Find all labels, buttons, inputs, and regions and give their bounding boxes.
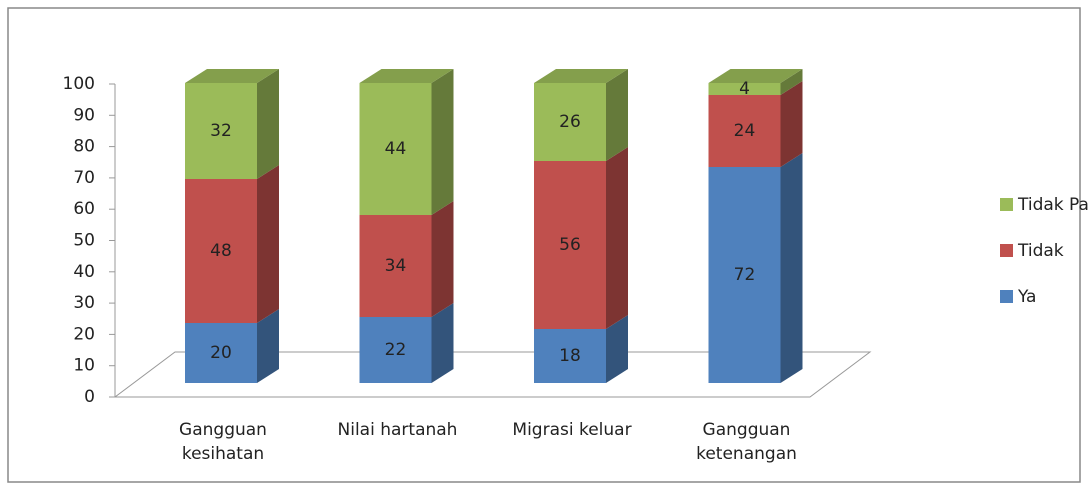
y-tick-label: 90 <box>73 105 95 125</box>
y-tick-label: 40 <box>73 262 95 282</box>
value-label: 72 <box>734 265 756 285</box>
y-tick-label: 60 <box>73 199 95 219</box>
legend-label: Tidak Pasti <box>1017 195 1089 215</box>
y-tick-label: 70 <box>73 168 95 188</box>
bar-side <box>606 315 628 383</box>
y-tick-label: 80 <box>73 137 95 157</box>
value-label: 32 <box>210 121 232 141</box>
bar-side <box>606 147 628 329</box>
value-label: 34 <box>385 256 407 276</box>
frame <box>7 7 1081 483</box>
bar-side <box>780 69 803 95</box>
bar <box>185 179 257 323</box>
value-label: 26 <box>559 112 581 132</box>
bar-top <box>359 69 454 83</box>
bar <box>359 215 432 317</box>
bar-top <box>185 69 279 83</box>
value-label: 20 <box>210 343 232 363</box>
bar <box>359 83 432 215</box>
bar <box>185 83 257 179</box>
y-tick-label: 10 <box>73 356 95 376</box>
bar-side <box>431 201 454 317</box>
bar-side <box>606 69 628 161</box>
y-tick-label: 30 <box>73 293 95 313</box>
bar <box>708 83 781 95</box>
bar-side <box>257 165 279 323</box>
bar-top <box>534 69 628 83</box>
legend-label: Ya <box>1017 287 1036 307</box>
bar <box>534 83 606 161</box>
bar <box>534 161 606 329</box>
legend-swatch <box>1000 290 1013 303</box>
x-tick-label: Gangguan ketenangan <box>696 420 797 464</box>
value-label: 56 <box>559 235 581 255</box>
value-label: 4 <box>739 79 750 99</box>
bar <box>534 329 606 383</box>
bar <box>185 323 257 383</box>
x-tick-label: Nilai hartanah <box>337 420 458 440</box>
legend-label: Tidak <box>1017 241 1064 261</box>
y-tick-label: 20 <box>73 324 95 344</box>
y-tick-label: 0 <box>84 387 95 407</box>
bar-side <box>257 309 279 383</box>
bar <box>708 167 781 383</box>
value-label: 24 <box>734 121 756 141</box>
bar-side <box>431 303 454 383</box>
x-tick-label: Migrasi keluar <box>512 420 632 440</box>
bar-side <box>780 153 803 383</box>
y-tick-label: 100 <box>63 74 95 94</box>
y-tick-label: 50 <box>73 231 95 251</box>
value-label: 18 <box>559 346 581 366</box>
value-label: 22 <box>385 340 407 360</box>
value-label: 48 <box>210 241 232 261</box>
legend-swatch <box>1000 244 1013 257</box>
bar-side <box>780 81 803 167</box>
bar-top <box>708 69 803 83</box>
legend-swatch <box>1000 198 1013 211</box>
floor <box>113 351 872 398</box>
x-tick-label: Gangguan kesihatan <box>179 420 267 464</box>
bar-side <box>257 69 279 179</box>
value-label: 44 <box>385 139 407 159</box>
bar <box>359 317 432 383</box>
bar-side <box>431 69 454 215</box>
bar <box>708 95 781 167</box>
